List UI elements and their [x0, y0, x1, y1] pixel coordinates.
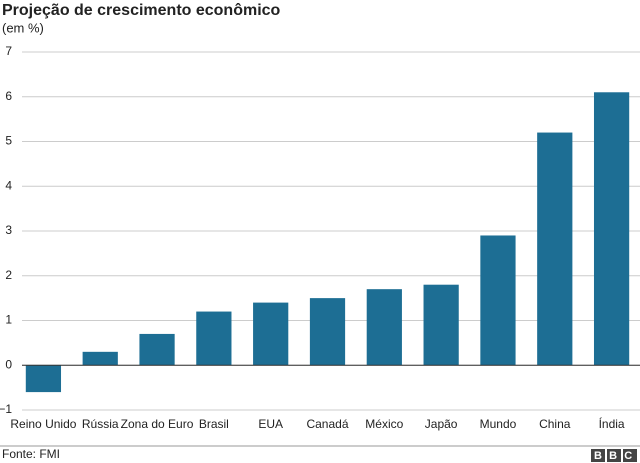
- bar: [423, 284, 459, 366]
- x-tick-label: EUA: [258, 417, 283, 431]
- chart-title: Projeção de crescimento econômico: [2, 2, 281, 19]
- logo: BBC: [591, 449, 639, 462]
- bar: [253, 302, 289, 366]
- bar: [82, 351, 118, 366]
- y-tick-label: 4: [5, 178, 12, 192]
- bar: [25, 365, 62, 393]
- y-tick-label: 3: [5, 223, 12, 237]
- y-tick-label: 1: [5, 313, 12, 327]
- bar: [537, 132, 573, 366]
- x-tick-label: Rússia: [82, 417, 119, 431]
- y-tick-label: 2: [5, 268, 12, 282]
- y-tick-label: 6: [5, 89, 12, 103]
- logo-box: [591, 449, 605, 462]
- x-tick-label: Índia: [599, 416, 625, 431]
- x-tick-label: Zona do Euro: [121, 417, 194, 431]
- y-tick-label: 7: [5, 44, 12, 58]
- bar: [593, 92, 630, 366]
- bar: [366, 289, 402, 366]
- x-tick-label: Japão: [425, 417, 458, 431]
- x-tick-label: México: [365, 417, 403, 431]
- source: Fonte: FMI: [2, 447, 60, 461]
- bar: [480, 235, 516, 366]
- x-tick-label: Brasil: [199, 417, 229, 431]
- x-tick-label: Mundo: [480, 417, 517, 431]
- x-tick-label: Reino Unido: [10, 417, 76, 431]
- chart-subtitle: (em %): [2, 20, 44, 35]
- y-tick-label: 5: [5, 134, 12, 148]
- x-tick-label: China: [539, 417, 571, 431]
- bar: [309, 298, 346, 366]
- y-tick-label: 0: [5, 357, 12, 371]
- bar: [139, 333, 175, 366]
- logo-box: [607, 449, 621, 462]
- logo-text: BBC: [594, 450, 639, 462]
- bar: [196, 311, 232, 366]
- y-tick-label: −1: [0, 402, 12, 416]
- logo-box: [623, 449, 637, 462]
- x-tick-label: Canadá: [306, 417, 348, 431]
